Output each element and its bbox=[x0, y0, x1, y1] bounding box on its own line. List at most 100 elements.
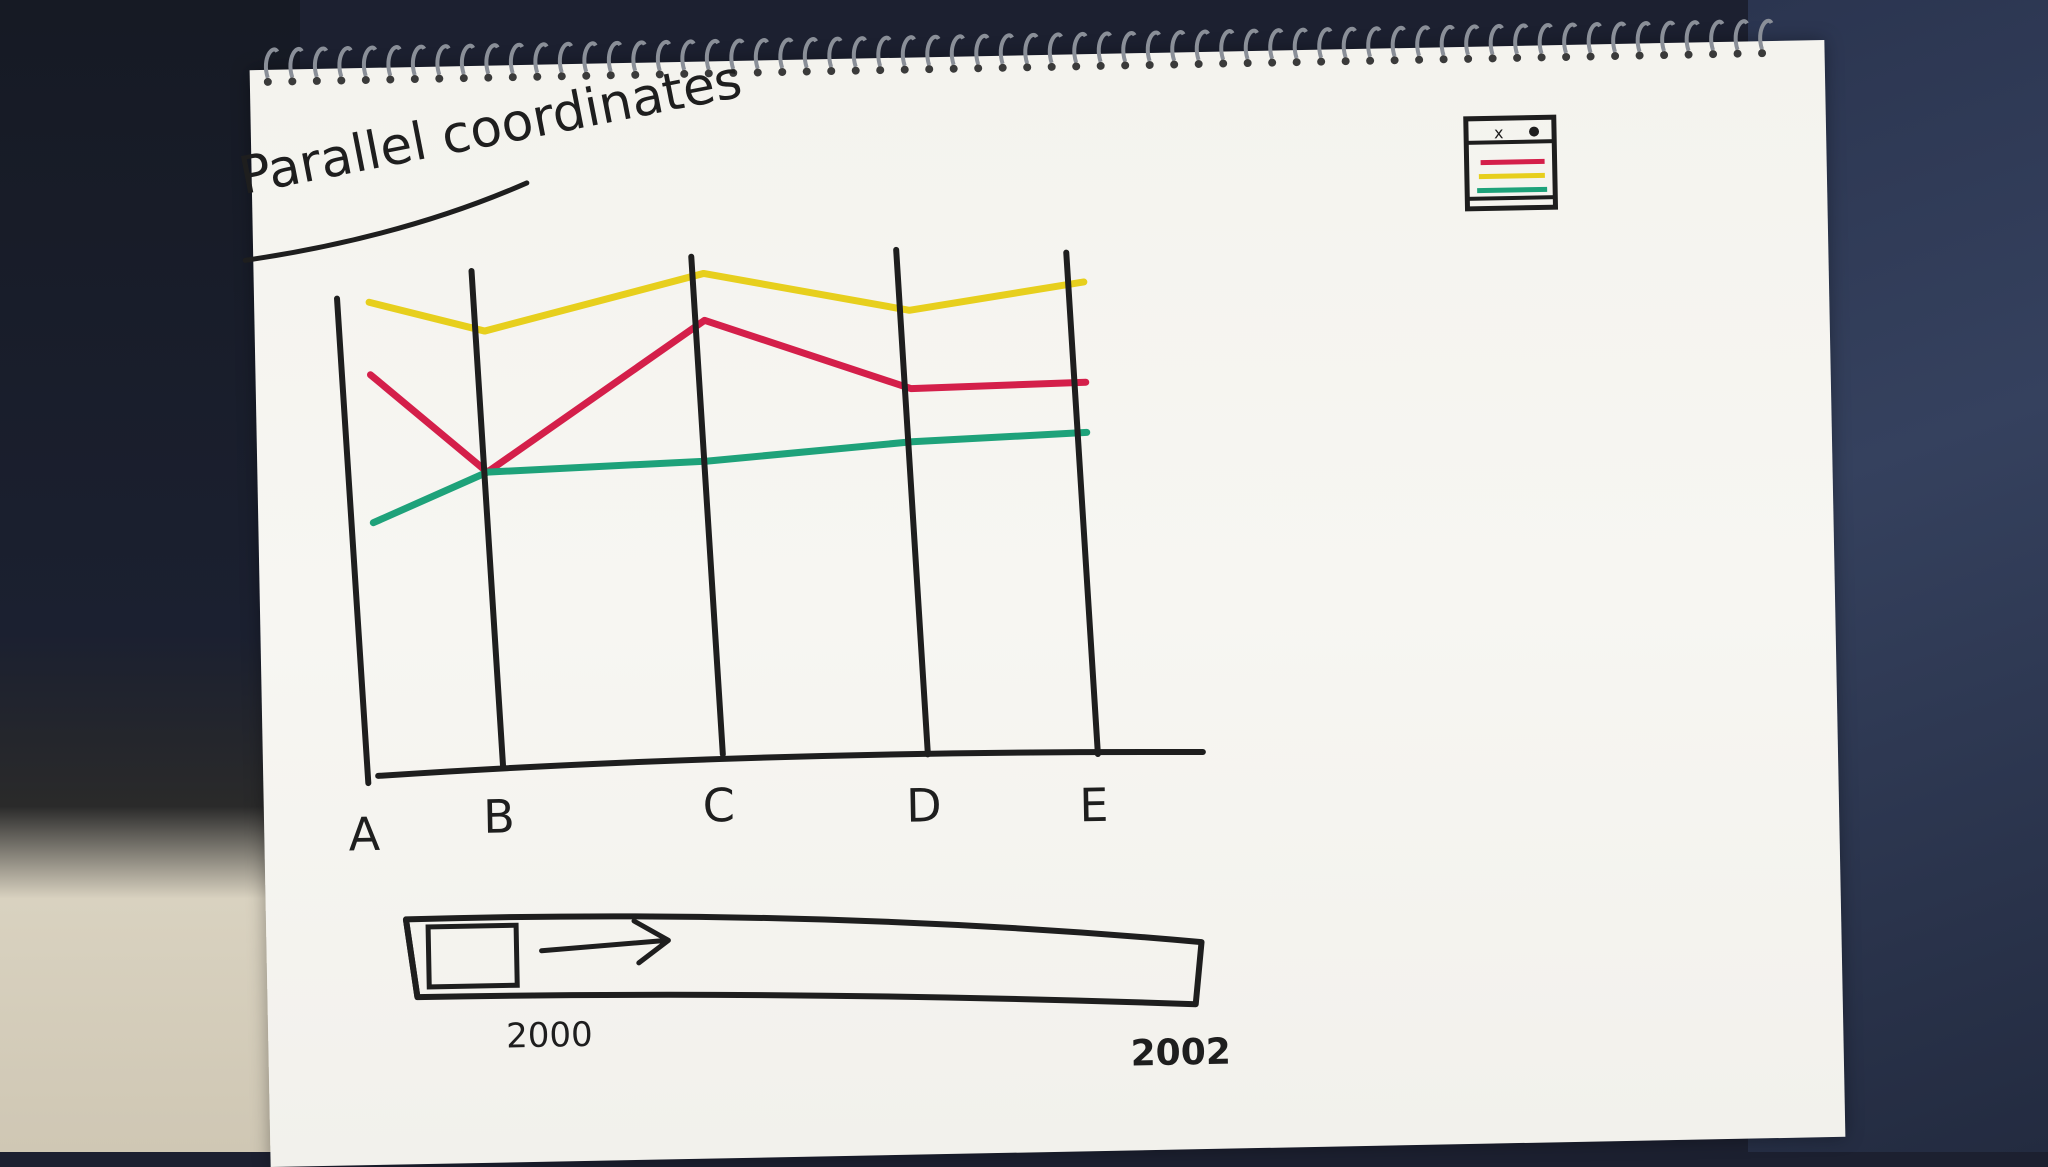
spiral-coil bbox=[1194, 29, 1210, 61]
series-line bbox=[365, 269, 1088, 335]
axis-label-a: A bbox=[348, 807, 381, 862]
spiral-hole bbox=[1758, 49, 1767, 58]
timeline-arrow-icon bbox=[539, 918, 671, 966]
spiral-coil bbox=[900, 35, 916, 67]
spiral-hole bbox=[1464, 54, 1473, 63]
timeline-handle[interactable] bbox=[425, 922, 520, 990]
spiral-hole bbox=[533, 72, 542, 81]
spiral-coil bbox=[337, 46, 353, 78]
legend-green-swatch bbox=[1477, 186, 1548, 194]
spiral-hole bbox=[263, 77, 272, 86]
spiral-coil bbox=[753, 38, 769, 70]
spiral-hole bbox=[925, 65, 934, 74]
axis-label-d: D bbox=[906, 778, 942, 833]
spiral-coil bbox=[1537, 23, 1553, 55]
spiral-coil bbox=[606, 41, 622, 72]
spiral-coil bbox=[459, 43, 475, 75]
spiral-coil bbox=[1096, 31, 1112, 63]
spiral-hole bbox=[606, 71, 615, 80]
spiral-hole bbox=[1047, 62, 1056, 71]
spiral-coil bbox=[974, 34, 990, 65]
spiral-coil bbox=[925, 34, 941, 66]
spiral-coil bbox=[1341, 26, 1357, 58]
spiral-coil bbox=[1390, 26, 1406, 57]
spiral-hole bbox=[704, 69, 713, 78]
axis-label-c: C bbox=[702, 778, 735, 833]
timeline-start-label: 2000 bbox=[506, 1015, 593, 1057]
spiral-hole bbox=[1684, 50, 1693, 59]
spiral-hole bbox=[778, 67, 787, 76]
timeline-slider[interactable]: 2000 2002 bbox=[402, 903, 1231, 1088]
spiral-coil bbox=[1684, 20, 1700, 52]
legend-icon[interactable]: x bbox=[1463, 114, 1559, 212]
spiral-coil bbox=[1488, 24, 1504, 55]
timeline-track[interactable] bbox=[402, 904, 1205, 1020]
spiral-coil bbox=[1145, 30, 1161, 62]
legend-close-icon: x bbox=[1494, 123, 1504, 142]
axis-line-b bbox=[468, 267, 507, 769]
spiral-hole bbox=[851, 66, 860, 75]
spiral-hole bbox=[508, 73, 517, 82]
spiral-hole bbox=[459, 74, 468, 83]
spiral-hole bbox=[1635, 51, 1644, 60]
spiral-hole bbox=[827, 67, 836, 76]
spiral-coil bbox=[435, 44, 451, 76]
spiral-hole bbox=[1439, 55, 1448, 64]
spiral-coil bbox=[949, 34, 965, 66]
spiral-hole bbox=[1268, 58, 1277, 67]
spiral-hole bbox=[1219, 59, 1228, 68]
spiral-coil bbox=[1292, 27, 1308, 59]
spiral-coil bbox=[1072, 32, 1088, 63]
spiral-hole bbox=[484, 73, 493, 82]
spiral-hole bbox=[312, 76, 321, 85]
spiral-coil bbox=[631, 40, 647, 72]
spiral-hole bbox=[1513, 53, 1522, 62]
spiral-hole bbox=[802, 67, 811, 76]
spiral-coil bbox=[876, 35, 892, 67]
spiral-hole bbox=[582, 71, 591, 80]
spiral-coil bbox=[1758, 18, 1774, 50]
axis-label-e: E bbox=[1079, 778, 1109, 833]
spiral-coil bbox=[1611, 21, 1627, 53]
spiral-hole bbox=[337, 76, 346, 85]
spiral-coil bbox=[1439, 25, 1455, 56]
spiral-coil bbox=[1023, 33, 1039, 64]
axis-label-b: B bbox=[483, 789, 516, 844]
spiral-coil bbox=[1243, 28, 1259, 60]
spiral-hole bbox=[631, 70, 640, 79]
spiral-hole bbox=[1390, 56, 1399, 65]
spiral-coil bbox=[484, 43, 500, 75]
axis-line-c bbox=[688, 253, 726, 758]
spiral-hole bbox=[361, 75, 370, 84]
spiral-coil bbox=[778, 37, 794, 69]
spiral-coil bbox=[533, 42, 549, 74]
spiral-coil bbox=[582, 41, 598, 73]
spiral-coil bbox=[1660, 20, 1676, 52]
spiral-coil bbox=[263, 47, 280, 79]
spiral-coil bbox=[827, 36, 843, 68]
spiral-hole bbox=[680, 69, 689, 78]
spiral-hole bbox=[729, 68, 738, 77]
spiral-hole bbox=[435, 74, 444, 83]
axis-line-a bbox=[334, 295, 372, 787]
spiral-coil bbox=[1121, 31, 1137, 63]
spiral-coil bbox=[361, 45, 378, 77]
spiral-hole bbox=[900, 65, 909, 74]
spiral-coil bbox=[1219, 29, 1235, 61]
spiral-hole bbox=[655, 70, 664, 79]
spiral-coil bbox=[680, 39, 696, 71]
page-title: Parallel coordinates bbox=[234, 50, 746, 207]
legend-titlebar bbox=[1466, 139, 1555, 145]
spiral-coil bbox=[1733, 19, 1749, 51]
spiral-coil bbox=[1513, 23, 1529, 55]
legend-red-swatch bbox=[1480, 158, 1545, 166]
series-line bbox=[366, 316, 1090, 476]
spiral-coil bbox=[1709, 19, 1725, 51]
spiral-hole bbox=[1709, 50, 1718, 59]
spiral-hole bbox=[753, 68, 762, 77]
spiral-hole bbox=[1292, 58, 1301, 67]
spiral-coil bbox=[1366, 26, 1382, 58]
spiral-hole bbox=[1537, 53, 1546, 62]
sketch-paper: Parallel coordinates x A B C D E 2000 2002 bbox=[234, 18, 1846, 1167]
spiral-hole bbox=[1121, 61, 1130, 70]
